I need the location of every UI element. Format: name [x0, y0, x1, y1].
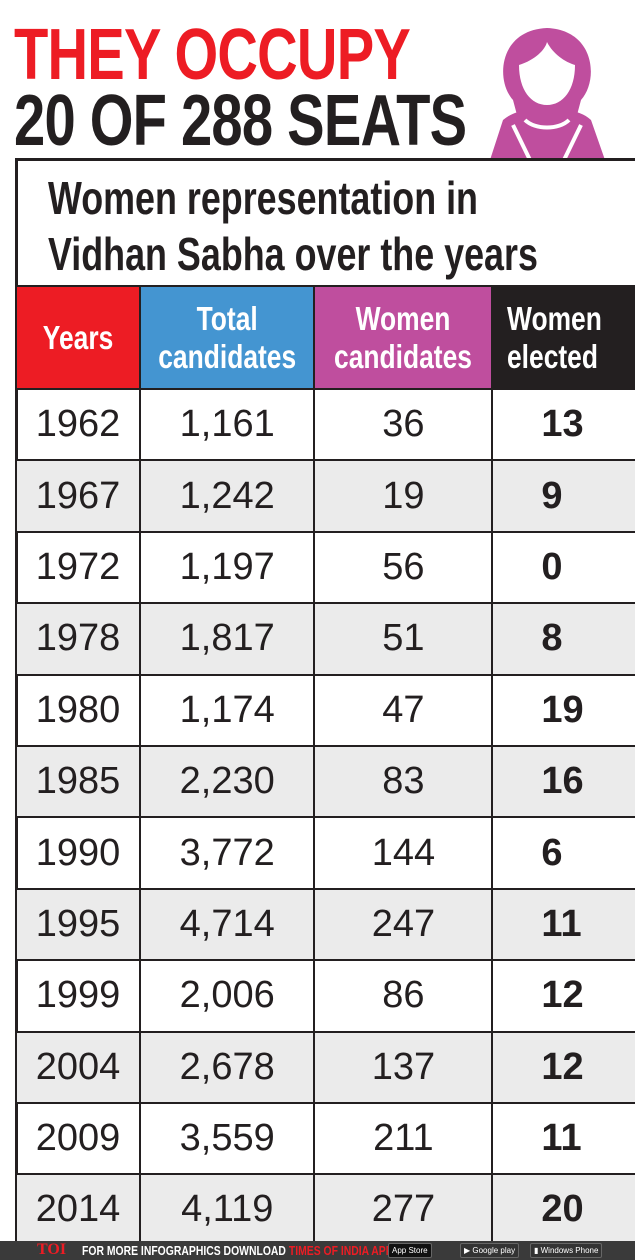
total-candidates-cell: 4,119 — [138, 1173, 316, 1247]
total-candidates-cell: 2,230 — [138, 744, 316, 819]
year-cell: 1995 — [15, 887, 141, 962]
col-header-total: Total candidates — [138, 285, 316, 390]
table-row: 1980 1,174 47 19 — [15, 673, 635, 747]
windows-phone-badge[interactable]: ▮ Windows Phone — [530, 1243, 603, 1258]
women-elected-cell: 11 — [491, 887, 635, 962]
women-candidates-cell: 47 — [313, 673, 494, 747]
app-store-badge[interactable]: App Store — [388, 1243, 432, 1258]
year-cell: 1985 — [15, 744, 141, 819]
year-cell: 1962 — [15, 387, 141, 462]
women-elected-cell: 16 — [491, 744, 635, 819]
women-candidates-cell: 137 — [313, 1030, 494, 1104]
women-elected-cell: 19 — [491, 673, 635, 747]
women-candidates-cell: 144 — [313, 816, 494, 890]
total-candidates-cell: 1,174 — [138, 673, 316, 747]
total-candidates-cell: 3,772 — [138, 816, 316, 890]
women-candidates-cell: 36 — [313, 387, 494, 462]
col-header-years: Years — [15, 285, 141, 390]
women-elected-cell: 8 — [491, 602, 635, 676]
year-cell: 1978 — [15, 602, 141, 676]
women-elected-cell: 20 — [491, 1173, 635, 1247]
col-header-women-candidates: Women candidates — [313, 285, 494, 390]
year-cell: 1980 — [15, 673, 141, 747]
table-row: 1962 1,161 36 13 — [15, 387, 635, 462]
table-row: 1990 3,772 144 6 — [15, 816, 635, 890]
toi-logo: TOI — [37, 1241, 67, 1258]
table-row: 2009 3,559 211 11 — [15, 1101, 635, 1176]
women-candidates-cell: 51 — [313, 602, 494, 676]
women-candidates-cell: 211 — [313, 1101, 494, 1176]
headline-line2: 20 OF 288 SEATS — [14, 81, 467, 161]
year-cell: 1999 — [15, 959, 141, 1033]
headline-line1: THEY OCCUPY — [14, 15, 411, 95]
total-candidates-cell: 2,678 — [138, 1030, 316, 1104]
women-elected-cell: 13 — [491, 387, 635, 462]
year-cell: 1990 — [15, 816, 141, 890]
footer-app: TIMES OF INDIA APP — [288, 1243, 393, 1258]
year-cell: 1967 — [15, 459, 141, 533]
year-cell: 2009 — [15, 1101, 141, 1176]
woman-avatar-icon — [490, 28, 605, 160]
women-elected-cell: 11 — [491, 1101, 635, 1176]
women-candidates-cell: 19 — [313, 459, 494, 533]
women-candidates-cell: 56 — [313, 530, 494, 605]
table-title: Women representation in Vidhan Sabha ove… — [48, 172, 538, 280]
year-cell: 2014 — [15, 1173, 141, 1247]
women-elected-cell: 6 — [491, 816, 635, 890]
women-elected-cell: 12 — [491, 1030, 635, 1104]
google-play-badge[interactable]: ▶ Google play — [460, 1243, 520, 1258]
total-candidates-cell: 2,006 — [138, 959, 316, 1033]
year-cell: 1972 — [15, 530, 141, 605]
women-elected-cell: 12 — [491, 959, 635, 1033]
total-candidates-cell: 1,817 — [138, 602, 316, 676]
total-candidates-cell: 1,197 — [138, 530, 316, 605]
col-header-women-elected: Women elected — [491, 285, 635, 390]
total-candidates-cell: 1,161 — [138, 387, 316, 462]
total-candidates-cell: 3,559 — [138, 1101, 316, 1176]
women-candidates-cell: 83 — [313, 744, 494, 819]
year-cell: 2004 — [15, 1030, 141, 1104]
women-elected-cell: 0 — [491, 530, 635, 605]
table-row: 1985 2,230 83 16 — [15, 744, 635, 819]
table-row: 1967 1,242 19 9 — [15, 459, 635, 533]
women-candidates-cell: 86 — [313, 959, 494, 1033]
data-table: Years Total candidates Women candidates … — [15, 285, 635, 1247]
table-row: 1972 1,197 56 0 — [15, 530, 635, 605]
table-row: 1978 1,817 51 8 — [15, 602, 635, 676]
table-row: 1999 2,006 86 12 — [15, 959, 635, 1033]
women-elected-cell: 9 — [491, 459, 635, 533]
women-candidates-cell: 247 — [313, 887, 494, 962]
footer-bar: TOI FOR MORE INFOGRAPHICS DOWNLOAD TIMES… — [0, 1241, 635, 1260]
total-candidates-cell: 4,714 — [138, 887, 316, 962]
total-candidates-cell: 1,242 — [138, 459, 316, 533]
footer-text: FOR MORE INFOGRAPHICS DOWNLOAD — [82, 1243, 286, 1258]
women-candidates-cell: 277 — [313, 1173, 494, 1247]
table-row: 2014 4,119 277 20 — [15, 1173, 635, 1247]
table-row: 2004 2,678 137 12 — [15, 1030, 635, 1104]
table-row: 1995 4,714 247 11 — [15, 887, 635, 962]
